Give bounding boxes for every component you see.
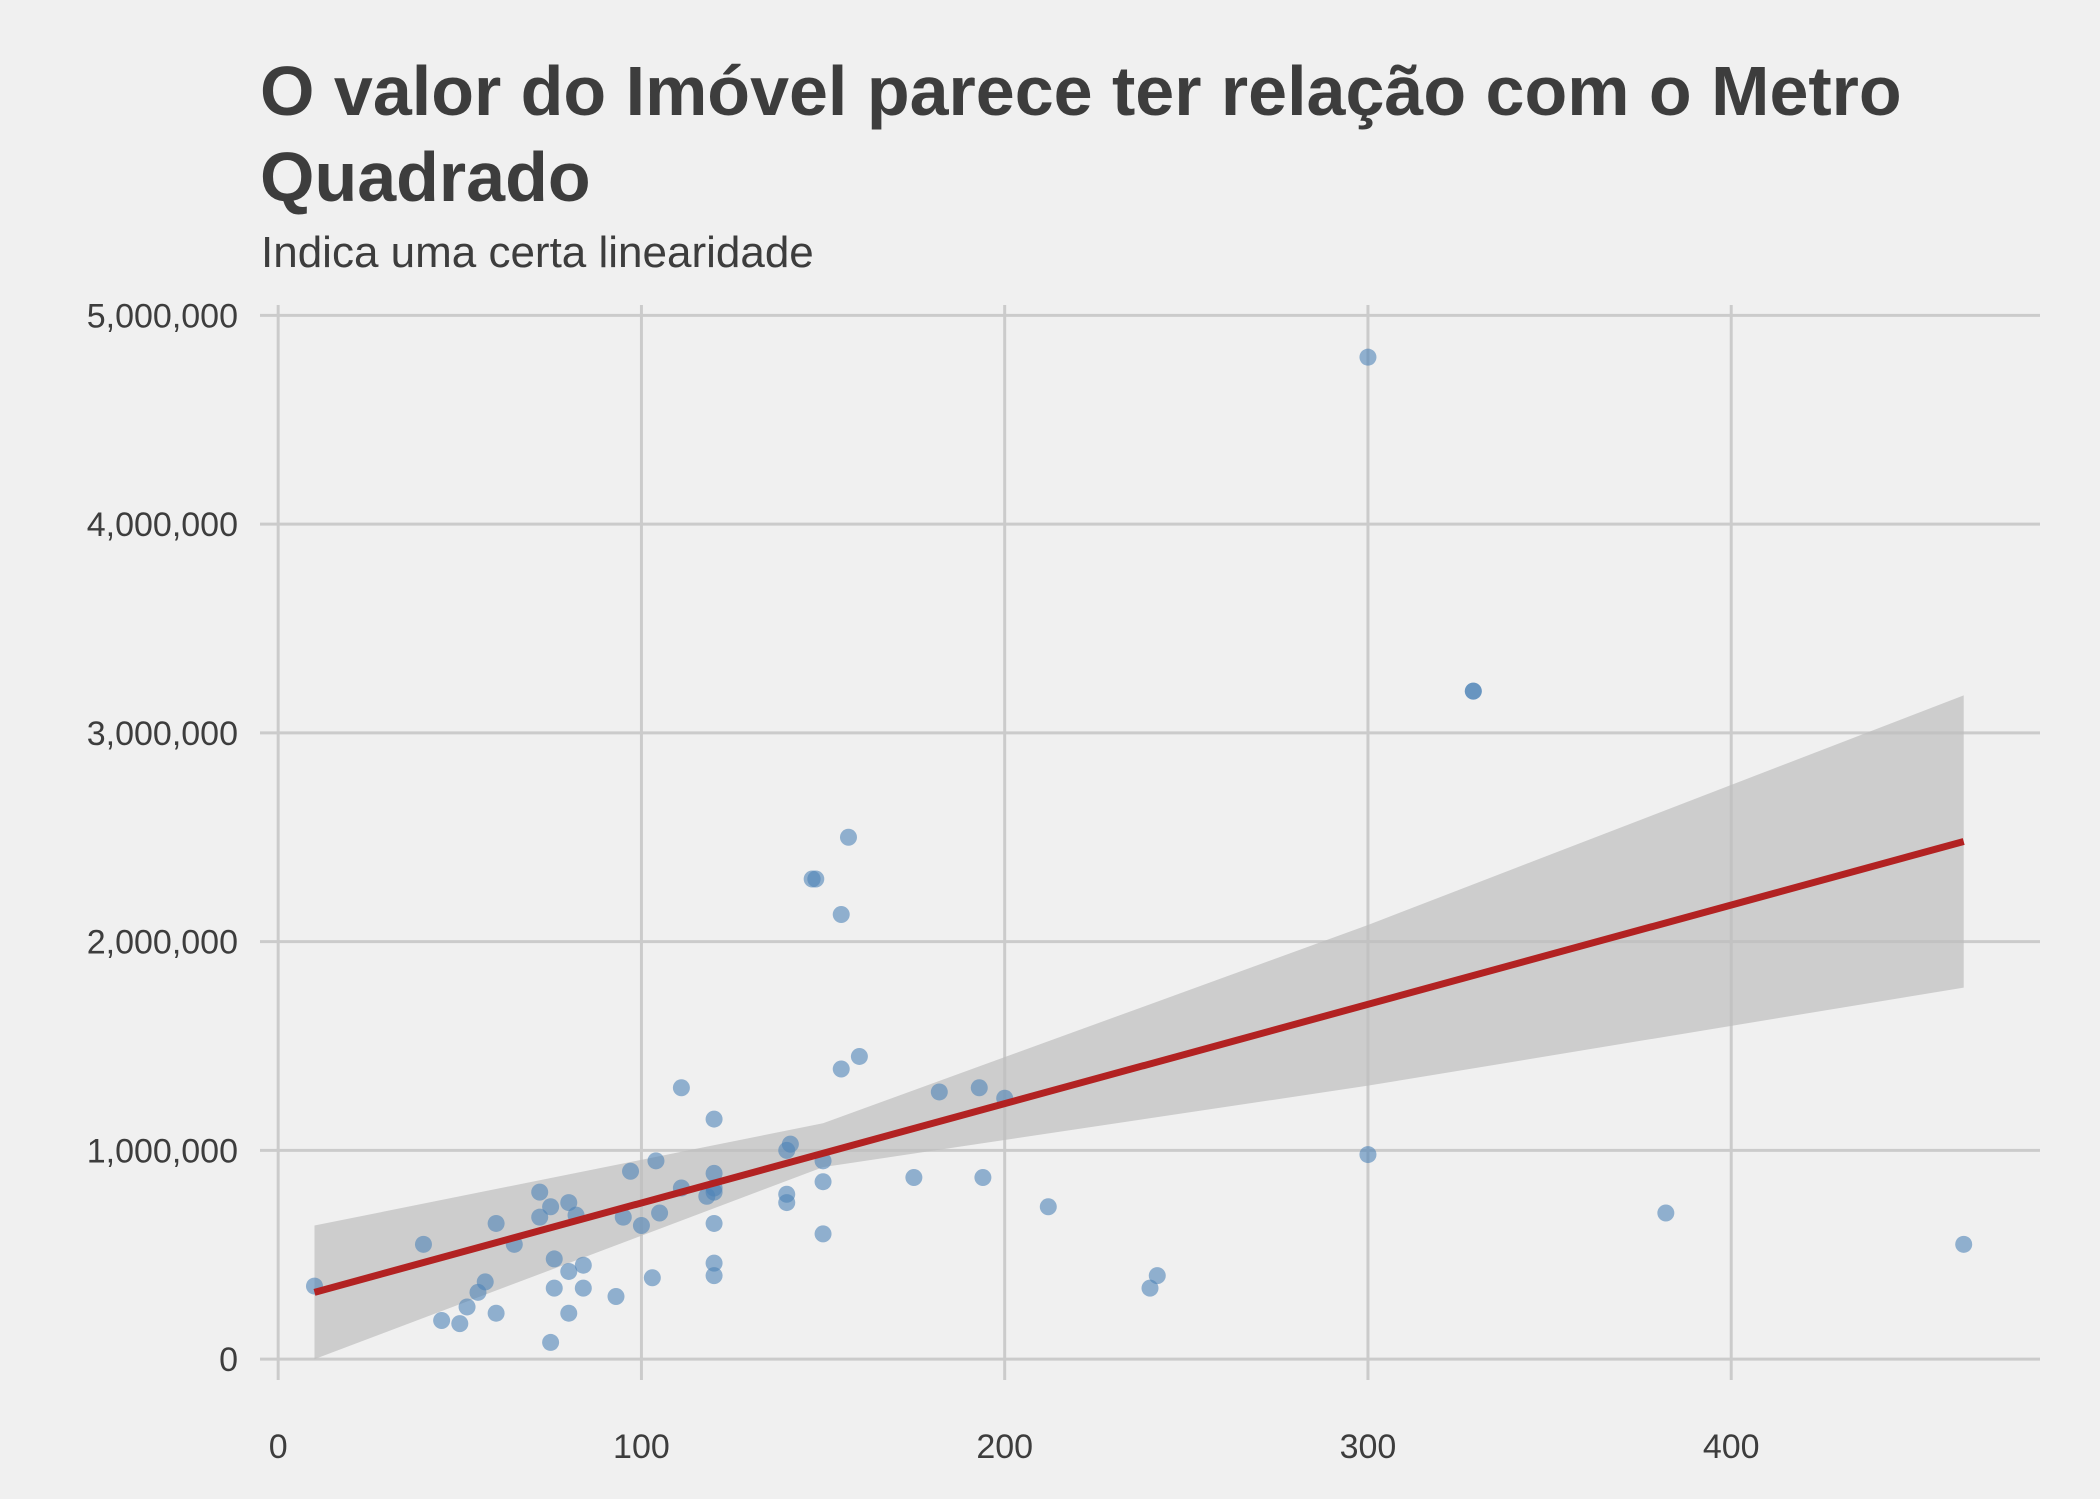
data-point <box>705 1164 723 1182</box>
data-point <box>1464 682 1482 700</box>
data-point <box>574 1279 592 1297</box>
data-point <box>1148 1267 1166 1285</box>
y-tick-label: 0 <box>219 1341 238 1379</box>
data-point <box>574 1256 592 1274</box>
data-point <box>414 1235 432 1253</box>
data-point <box>905 1169 923 1187</box>
data-point <box>560 1262 578 1280</box>
data-point <box>970 1079 988 1097</box>
data-point <box>705 1254 723 1272</box>
confidence-band <box>314 695 1964 1360</box>
x-tick-label: 0 <box>269 1428 288 1466</box>
data-point <box>433 1312 451 1330</box>
data-point <box>705 1214 723 1232</box>
data-point <box>705 1267 723 1285</box>
grid-lines <box>260 305 2040 1380</box>
data-point <box>531 1208 549 1226</box>
data-point <box>651 1204 669 1222</box>
y-tick-label: 2,000,000 <box>87 924 238 962</box>
data-point <box>839 828 857 846</box>
data-point <box>614 1208 632 1226</box>
data-point <box>476 1273 494 1291</box>
confidence-band-layer <box>314 695 1964 1360</box>
data-point <box>545 1250 563 1268</box>
chart-title: O valor do Imóvel parece ter relação com… <box>260 52 1902 216</box>
data-point <box>545 1279 563 1297</box>
y-tick-label: 5,000,000 <box>87 297 238 335</box>
regression-line <box>313 838 1965 1296</box>
data-point <box>814 1173 832 1191</box>
data-point <box>832 906 850 924</box>
data-point <box>647 1152 665 1170</box>
data-point <box>643 1269 661 1287</box>
data-point <box>778 1194 796 1212</box>
data-point <box>607 1288 625 1306</box>
data-point <box>451 1315 469 1333</box>
data-point <box>930 1083 948 1101</box>
data-point <box>1141 1279 1159 1297</box>
data-point <box>632 1217 650 1235</box>
tick-labels: 0 1,000,000 2,000,000 3,000,000 4,000,000 5,0… <box>87 297 1760 1466</box>
data-point <box>832 1060 850 1078</box>
data-point <box>531 1183 549 1201</box>
data-point <box>560 1194 578 1212</box>
data-point <box>705 1110 723 1128</box>
data-point <box>672 1079 690 1097</box>
data-point <box>1955 1235 1973 1253</box>
regression-line-layer <box>313 838 1965 1296</box>
data-point <box>542 1198 560 1216</box>
data-points <box>305 348 1973 1351</box>
data-point <box>1039 1198 1057 1216</box>
data-point <box>1359 348 1377 366</box>
y-tick-label: 1,000,000 <box>87 1132 238 1170</box>
x-tick-label: 300 <box>1340 1428 1397 1466</box>
data-point <box>814 1225 832 1243</box>
x-tick-label: 200 <box>976 1428 1033 1466</box>
data-point <box>1359 1146 1377 1164</box>
data-point <box>487 1304 505 1322</box>
chart-subtitle: Indica uma certa linearidade <box>261 228 814 277</box>
data-point <box>974 1169 992 1187</box>
data-point <box>807 870 825 888</box>
y-tick-label: 3,000,000 <box>87 715 238 753</box>
x-tick-label: 100 <box>613 1428 670 1466</box>
data-point <box>542 1333 560 1351</box>
data-point <box>1657 1204 1675 1222</box>
data-point <box>781 1135 799 1153</box>
data-point <box>560 1304 578 1322</box>
y-tick-label: 4,000,000 <box>87 506 238 544</box>
data-point <box>850 1047 868 1065</box>
x-tick-label: 400 <box>1703 1428 1760 1466</box>
data-point <box>487 1214 505 1232</box>
data-point <box>458 1298 476 1316</box>
data-point <box>705 1183 723 1201</box>
data-point <box>622 1162 640 1180</box>
